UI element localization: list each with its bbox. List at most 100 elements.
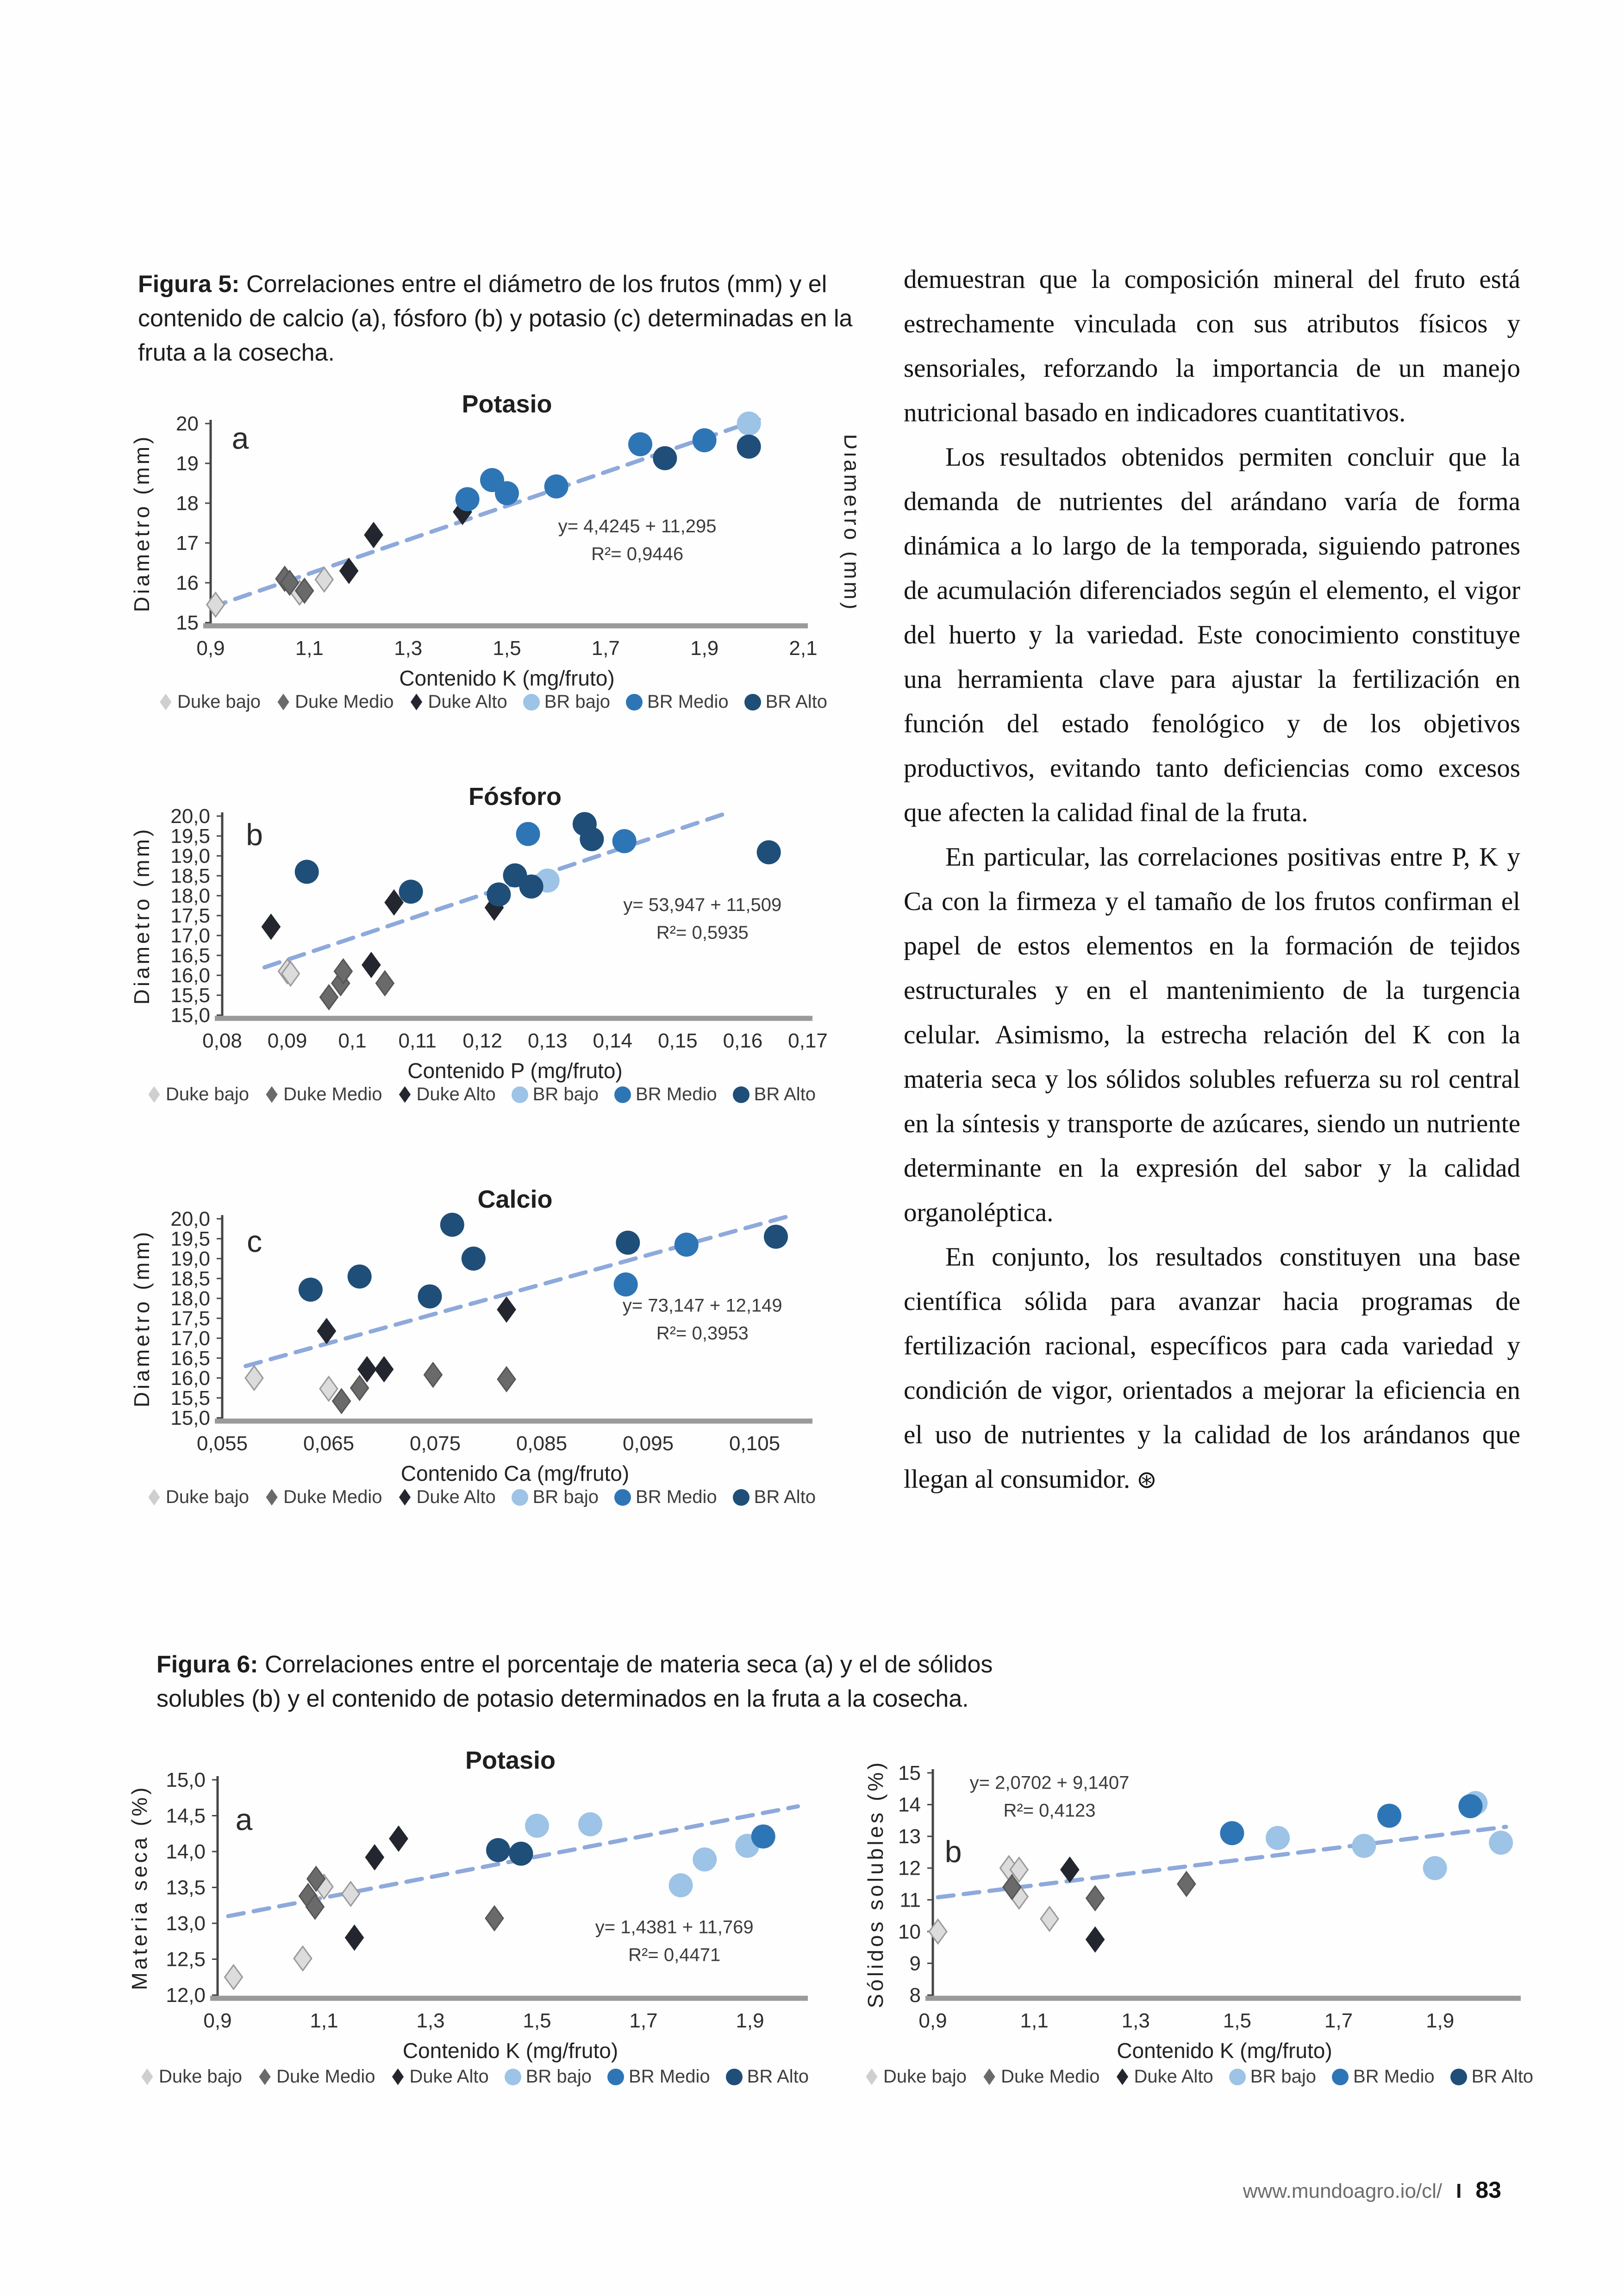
- data-point: [928, 1918, 948, 1945]
- diamond-marker-icon: [866, 2068, 878, 2085]
- y-tick-label: 16,0: [170, 964, 210, 987]
- legend-label: BR Medio: [636, 1487, 717, 1507]
- legend-item: Duke Alto: [398, 1487, 496, 1508]
- data-point: [525, 1814, 549, 1838]
- data-point: [1085, 1885, 1105, 1912]
- figura5-caption-text: Correlaciones entre el diámetro de los f…: [138, 271, 853, 366]
- data-point: [628, 432, 652, 456]
- y-tick-label: 17: [176, 532, 199, 555]
- y-tick-label: 19,0: [170, 1247, 210, 1270]
- figura6-caption: Figura 6: Correlaciones entre el porcent…: [156, 1648, 1031, 1716]
- data-point: [305, 1893, 325, 1920]
- data-point: [1085, 1926, 1105, 1953]
- figura6-caption-text: Correlaciones entre el porcentaje de mat…: [156, 1651, 993, 1712]
- legend-label: Duke Medio: [1001, 2066, 1100, 2087]
- data-point: [516, 822, 540, 846]
- data-point: [737, 434, 761, 459]
- data-point: [674, 1232, 699, 1257]
- x-tick-label: 0,9: [918, 2009, 947, 2032]
- equation-label: y= 1,4381 + 11,769: [595, 1917, 754, 1938]
- diamond-marker-icon: [277, 693, 289, 711]
- y-tick-label: 18,5: [170, 1267, 210, 1290]
- data-point: [224, 1964, 244, 1990]
- legend-item: BR Alto: [732, 1084, 816, 1105]
- data-point: [578, 1812, 602, 1837]
- series-duke-alto: [344, 1825, 408, 1951]
- footer-page-number: 83: [1475, 2177, 1501, 2203]
- data-point: [344, 1924, 364, 1951]
- legend-item: BR Alto: [725, 2066, 809, 2087]
- circle-marker-icon: [614, 1489, 631, 1506]
- data-point: [384, 889, 404, 916]
- x-tick-label: 1,1: [1020, 2009, 1049, 2032]
- y-axis-label: Diametro (mm): [130, 1229, 154, 1408]
- y-tick-label: 19: [176, 452, 199, 475]
- legend-label: Duke Alto: [416, 1084, 496, 1104]
- legend-label: BR Medio: [636, 1084, 717, 1104]
- x-tick-label: 1,9: [690, 637, 718, 660]
- data-point: [764, 1224, 788, 1249]
- series-duke-alto: [339, 499, 472, 584]
- series-br-medio: [455, 428, 717, 511]
- legend-label: BR Medio: [1353, 2066, 1435, 2087]
- x-tick-label: 0,09: [268, 1029, 307, 1052]
- data-point: [1458, 1794, 1483, 1818]
- x-tick-label: 1,5: [493, 637, 521, 660]
- y-tick-label: 18,0: [170, 885, 210, 907]
- legend-item: BR Medio: [614, 1084, 717, 1105]
- legend-item: BR Medio: [607, 2066, 710, 2087]
- data-point: [509, 1841, 533, 1866]
- x-tick-label: 0,14: [593, 1029, 633, 1052]
- equation-label: y= 53,947 + 11,509: [623, 895, 781, 915]
- x-axis-label: Contenido P (mg/fruto): [407, 1059, 623, 1083]
- data-point: [1220, 1821, 1244, 1846]
- data-point: [751, 1824, 775, 1849]
- y-tick-label: 15,0: [166, 1769, 206, 1791]
- diamond-marker-icon: [410, 693, 423, 711]
- equation-label: y= 73,147 + 12,149: [623, 1296, 782, 1316]
- data-point: [487, 882, 511, 907]
- y-tick-label: 16,5: [170, 944, 210, 967]
- data-point: [653, 446, 677, 470]
- data-point: [206, 591, 225, 618]
- legend-item: Duke bajo: [147, 1487, 249, 1508]
- data-point: [317, 1317, 337, 1345]
- legend-label: BR bajo: [532, 1487, 599, 1507]
- x-tick-label: 0,15: [658, 1029, 698, 1052]
- data-point: [423, 1361, 443, 1388]
- data-point: [339, 557, 359, 584]
- x-tick-label: 0,075: [410, 1432, 461, 1455]
- data-point: [357, 1356, 377, 1383]
- y-tick-label: 15,5: [170, 1387, 210, 1409]
- legend-item: Duke bajo: [159, 692, 261, 712]
- x-tick-label: 0,11: [398, 1029, 436, 1052]
- y-tick-label: 11: [899, 1889, 921, 1911]
- y-tick-label: 14: [898, 1794, 921, 1816]
- series-duke-alto: [1060, 1856, 1105, 1953]
- series-duke-medio: [275, 565, 314, 604]
- series-br-alto: [486, 1838, 533, 1866]
- series-duke-medio: [1002, 1871, 1196, 1912]
- series-duke-medio: [319, 958, 395, 1010]
- legend-item: Duke bajo: [147, 1084, 249, 1105]
- x-tick-label: 1,7: [1324, 2009, 1353, 2032]
- legend-label: Duke bajo: [883, 2066, 967, 2087]
- footer-separator: I: [1456, 2180, 1462, 2202]
- y-axis-label: Diametro (mm): [130, 434, 154, 612]
- data-point: [306, 1865, 326, 1892]
- article-paragraph-2: Los resultados obtenidos permiten conclu…: [904, 443, 1520, 827]
- data-point: [1423, 1856, 1447, 1880]
- x-tick-label: 1,1: [310, 2009, 338, 2032]
- data-point: [364, 522, 383, 549]
- legend-label: BR Medio: [647, 692, 729, 712]
- data-point: [375, 970, 395, 997]
- x-tick-label: 1,9: [1426, 2009, 1454, 2032]
- circle-marker-icon: [511, 1086, 528, 1103]
- legend-item: BR Alto: [1450, 2066, 1533, 2087]
- series-br-medio: [1220, 1794, 1483, 1846]
- fig5b-svg: Fósforo15,015,516,016,517,017,518,018,51…: [130, 783, 828, 1083]
- diamond-marker-icon: [399, 1489, 411, 1506]
- series-duke-medio: [331, 1361, 516, 1415]
- data-point: [1040, 1905, 1059, 1932]
